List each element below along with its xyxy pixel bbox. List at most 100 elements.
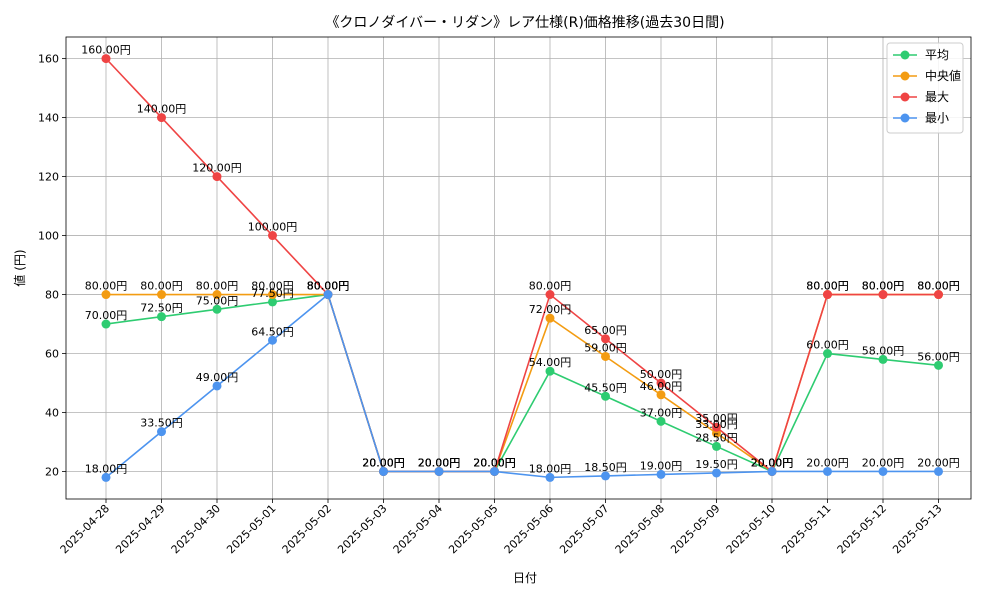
- data-label: 19.00円: [640, 459, 683, 472]
- data-point: [934, 360, 943, 370]
- series-layer: [101, 54, 943, 482]
- y-axis-label: 値 (円): [12, 249, 27, 286]
- data-point: [490, 466, 499, 476]
- data-label: 20.00円: [862, 456, 905, 469]
- data-point: [268, 231, 277, 241]
- y-tick-label: 120: [38, 171, 59, 184]
- data-label: 56.00円: [917, 350, 960, 363]
- data-label: 80.00円: [307, 280, 350, 293]
- data-label: 65.00円: [584, 324, 627, 337]
- data-label: 54.00円: [529, 356, 572, 369]
- data-point: [157, 312, 166, 322]
- data-label: 20.00円: [362, 456, 405, 469]
- data-point: [545, 290, 555, 300]
- data-label: 80.00円: [307, 280, 350, 293]
- x-tick-label: 2025-05-09: [668, 502, 722, 556]
- data-point: [601, 334, 610, 344]
- x-tick-label: 2025-04-28: [58, 502, 112, 556]
- data-label: 20.00円: [418, 456, 461, 469]
- data-label: 20.00円: [751, 456, 794, 469]
- data-label: 80.00円: [196, 280, 239, 293]
- data-point: [934, 290, 943, 300]
- legend-swatch-marker: [900, 92, 910, 102]
- data-label: 18.50円: [584, 461, 627, 474]
- data-label: 140.00円: [137, 103, 187, 116]
- x-tick-label: 2025-05-05: [446, 502, 500, 556]
- data-point: [545, 313, 555, 323]
- data-label: 80.00円: [806, 280, 849, 293]
- data-point: [656, 378, 666, 388]
- data-label: 80.00円: [917, 280, 960, 293]
- data-label: 80.00円: [862, 280, 905, 293]
- series-line: [105, 58, 939, 473]
- data-label: 20.00円: [418, 456, 461, 469]
- x-tick-label: 2025-04-30: [169, 502, 223, 556]
- data-point: [545, 366, 555, 376]
- data-label: 45.50円: [584, 381, 627, 394]
- data-label: 80.00円: [307, 280, 350, 293]
- legend-swatch-marker: [900, 71, 910, 81]
- y-tick-label: 160: [38, 53, 59, 66]
- data-label: 20.00円: [473, 456, 516, 469]
- x-tick-label: 2025-05-13: [890, 502, 944, 556]
- data-point: [656, 469, 666, 479]
- data-label: 160.00円: [81, 44, 131, 57]
- data-label: 64.50円: [251, 325, 294, 338]
- data-label: 75.00円: [196, 294, 239, 307]
- x-tick-label: 2025-05-12: [835, 502, 889, 556]
- data-point: [712, 468, 721, 478]
- data-point: [268, 335, 277, 345]
- data-label: 80.00円: [806, 280, 849, 293]
- chart-title: 《クロノダイバー・リダン》レア仕様(R)価格推移(過去30日間): [325, 15, 724, 31]
- y-tick-label: 40: [45, 407, 59, 420]
- data-point: [656, 416, 666, 426]
- data-point: [823, 466, 832, 476]
- legend-label: 最大: [925, 90, 949, 104]
- data-point: [712, 422, 721, 432]
- data-label: 18.00円: [529, 462, 572, 475]
- y-tick-label: 20: [45, 465, 59, 478]
- data-label: 80.00円: [307, 280, 350, 293]
- data-point: [212, 304, 222, 314]
- data-point: [101, 54, 111, 64]
- data-label: 20.00円: [362, 456, 405, 469]
- data-point: [823, 290, 832, 300]
- data-label: 20.00円: [751, 456, 794, 469]
- data-point: [212, 172, 222, 182]
- data-point: [767, 466, 777, 476]
- data-label: 20.00円: [362, 456, 405, 469]
- data-label: 19.50円: [695, 458, 738, 471]
- data-point: [878, 354, 888, 364]
- data-point: [101, 290, 111, 300]
- data-label: 28.50円: [695, 431, 738, 444]
- data-label: 20.00円: [751, 456, 794, 469]
- x-tick-label: 2025-05-06: [502, 502, 556, 556]
- x-tick-label: 2025-05-07: [557, 502, 611, 556]
- series-line: [105, 293, 939, 479]
- data-label: 72.50円: [140, 302, 183, 315]
- x-tick-label: 2025-05-10: [724, 502, 778, 556]
- data-point: [823, 349, 832, 359]
- plot-frame: [65, 36, 972, 500]
- data-label: 33.50円: [140, 417, 183, 430]
- data-label: 49.00円: [196, 371, 239, 384]
- data-point: [712, 441, 721, 451]
- data-label: 72.00円: [529, 303, 572, 316]
- data-point: [212, 381, 222, 391]
- legend-label: 平均: [925, 48, 949, 62]
- series-line: [105, 293, 939, 473]
- data-point: [157, 113, 166, 123]
- data-label: 80.00円: [85, 280, 128, 293]
- data-label: 20.00円: [917, 456, 960, 469]
- data-label: 80.00円: [251, 280, 294, 293]
- data-label: 20.00円: [418, 456, 461, 469]
- y-tick-label: 140: [38, 112, 59, 125]
- data-label: 20.00円: [806, 456, 849, 469]
- data-point: [545, 472, 555, 482]
- legend-swatch-marker: [900, 50, 910, 60]
- data-label: 20.00円: [362, 456, 405, 469]
- data-label: 100.00円: [248, 221, 298, 234]
- data-label: 50.00円: [640, 368, 683, 381]
